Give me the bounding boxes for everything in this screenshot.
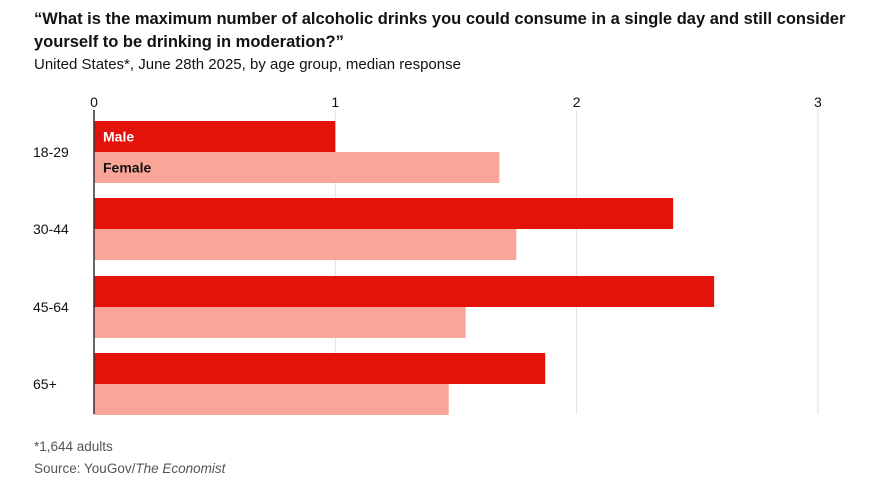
source-publication: The Economist xyxy=(135,461,226,476)
legend-label-male: Male xyxy=(103,129,134,145)
source-prefix: Source: YouGov/ xyxy=(34,461,136,476)
bar-chart: 0 1 2 3 Male Female 18-29 30-44 45-64 65+ xyxy=(33,94,822,415)
category-label-65+: 65+ xyxy=(33,376,57,392)
bar-female-65+ xyxy=(94,384,449,415)
category-label-30-44: 30-44 xyxy=(33,221,69,237)
x-tick-label-1: 1 xyxy=(331,94,339,110)
category-label-45-64: 45-64 xyxy=(33,299,69,315)
bar-male-45-64 xyxy=(94,276,715,307)
legend-label-female: Female xyxy=(103,160,151,176)
x-tick-label-0: 0 xyxy=(90,94,98,110)
category-label-18-29: 18-29 xyxy=(33,144,69,160)
chart-subtitle: United States*, June 28th 2025, by age g… xyxy=(34,56,461,73)
bar-female-18-29 xyxy=(94,152,500,183)
bar-male-65+ xyxy=(94,353,546,384)
bar-female-30-44 xyxy=(94,229,517,260)
chart-title: “What is the maximum number of alcoholic… xyxy=(34,10,846,51)
source-note: Source: YouGov/The Economist xyxy=(34,460,225,478)
bar-female-45-64 xyxy=(94,307,466,338)
bar-male-18-29 xyxy=(94,121,336,152)
footnote: *1,644 adults xyxy=(34,439,113,454)
bar-male-30-44 xyxy=(94,198,674,229)
x-tick-label-2: 2 xyxy=(573,94,581,110)
x-tick-label-3: 3 xyxy=(814,94,822,110)
